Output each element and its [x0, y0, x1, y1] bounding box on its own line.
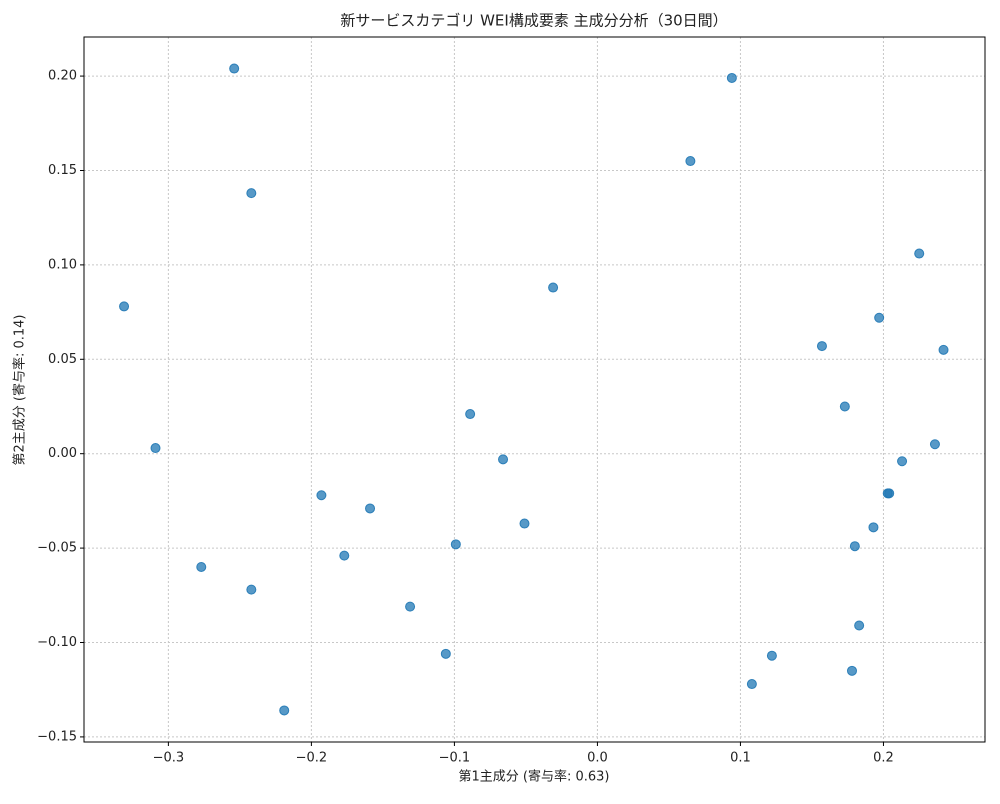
point: [196, 561, 207, 572]
x-axis-label: 第1主成分 (寄与率: 0.63): [458, 769, 609, 785]
point: [450, 539, 461, 550]
point: [548, 282, 559, 293]
y-tick-label: −0.10: [37, 635, 77, 650]
point: [938, 344, 949, 355]
x-tick-label: −0.3: [153, 751, 185, 766]
point: [846, 665, 857, 676]
point: [316, 490, 327, 501]
y-tick-label: 0.10: [48, 257, 77, 272]
point: [150, 443, 161, 454]
x-tick-label: 0.2: [873, 751, 894, 766]
point: [279, 705, 290, 716]
point: [816, 341, 827, 352]
point: [229, 63, 240, 74]
point: [868, 522, 879, 533]
point: [339, 550, 350, 561]
point: [849, 541, 860, 552]
point: [465, 409, 476, 420]
point: [685, 156, 696, 167]
y-tick-label: 0.20: [48, 69, 77, 84]
point: [854, 620, 865, 631]
point: [929, 439, 940, 450]
point: [246, 584, 257, 595]
point: [874, 312, 885, 323]
point: [839, 401, 850, 412]
x-tick-label: 0.0: [587, 751, 608, 766]
point: [746, 679, 757, 690]
plot-frame: [83, 36, 986, 743]
point: [882, 488, 893, 499]
point: [897, 456, 908, 467]
chart-title: 新サービスカテゴリ WEI構成要素 主成分分析（30日間）: [340, 12, 727, 30]
point: [405, 601, 416, 612]
y-axis-label: 第2主成分 (寄与率: 0.14): [12, 314, 28, 465]
x-tick-label: −0.1: [439, 751, 471, 766]
point: [440, 648, 451, 659]
y-tick-label: 0.15: [48, 163, 77, 178]
point: [519, 518, 530, 529]
point: [914, 248, 925, 259]
point: [726, 72, 737, 83]
point: [119, 301, 130, 312]
x-tick-label: −0.2: [296, 751, 328, 766]
y-tick-label: −0.05: [37, 541, 77, 556]
x-tick-label: 0.1: [730, 751, 751, 766]
point: [766, 650, 777, 661]
y-tick-label: 0.00: [48, 446, 77, 461]
y-tick-label: 0.05: [48, 352, 77, 367]
point: [246, 188, 257, 199]
point: [365, 503, 376, 514]
point: [498, 454, 509, 465]
y-tick-label: −0.15: [37, 729, 77, 744]
